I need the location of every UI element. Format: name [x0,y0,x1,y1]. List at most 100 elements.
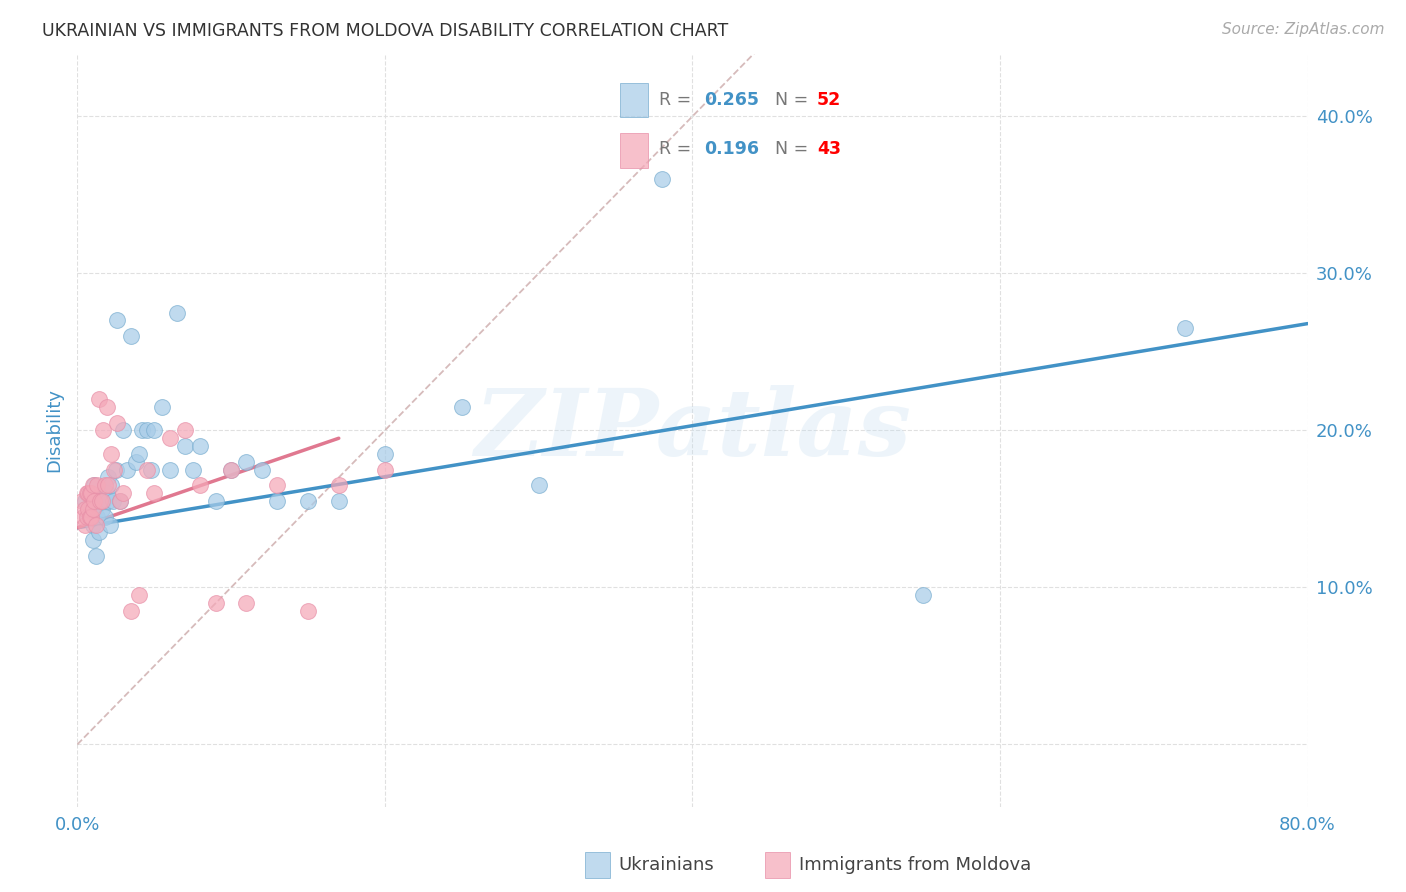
Point [82,502,104,516]
Point [143,486,166,500]
Text: 0.196: 0.196 [704,141,759,159]
Point [103,463,125,477]
Point [174,439,197,453]
Point [90,494,114,508]
Point [651,172,673,186]
Text: R =: R = [659,141,697,159]
Point [86,509,108,524]
Point [77,509,100,524]
Point [219,463,242,477]
Text: Ukrainians: Ukrainians [619,856,714,874]
Point [235,455,257,469]
Point [89,494,111,508]
Point [128,588,150,602]
Point [96,400,118,414]
Point [87,392,110,406]
Point [76,486,98,500]
Point [112,424,135,438]
Point [328,494,350,508]
Point [84,549,107,563]
Point [112,486,135,500]
Text: Immigrants from Moldova: Immigrants from Moldova [799,856,1031,874]
Point [82,478,104,492]
Point [188,478,212,492]
Point [374,447,396,461]
Point [84,517,107,532]
Point [204,494,226,508]
Point [87,525,110,540]
Point [96,486,118,500]
Point [90,502,114,516]
Point [94,509,117,524]
Point [188,439,212,453]
Point [912,588,935,602]
Point [83,494,105,508]
Point [70,494,93,508]
Text: Source: ZipAtlas.com: Source: ZipAtlas.com [1222,22,1385,37]
Point [104,463,127,477]
Point [101,494,124,508]
Point [79,486,101,500]
Text: 52: 52 [817,91,841,109]
Point [297,494,319,508]
Point [94,478,117,492]
Text: 43: 43 [817,141,841,159]
Point [1174,321,1197,335]
Point [250,463,273,477]
Point [110,494,132,508]
Point [77,486,100,500]
Point [72,509,94,524]
Point [80,509,103,524]
Point [143,424,166,438]
Point [93,424,115,438]
Point [105,313,128,327]
Point [297,604,319,618]
Point [100,478,122,492]
Point [159,431,181,445]
Point [97,494,120,508]
Point [80,502,103,516]
Point [97,470,120,484]
Point [97,478,120,492]
Point [79,509,101,524]
Point [73,502,96,516]
Point [450,400,472,414]
Point [266,494,288,508]
Point [328,478,350,492]
Point [166,305,188,319]
Point [125,455,148,469]
Text: ZIPatlas: ZIPatlas [474,385,911,475]
Point [374,463,396,477]
Point [79,486,101,500]
Point [527,478,550,492]
Point [115,463,138,477]
Text: 0.265: 0.265 [704,91,759,109]
Point [266,478,288,492]
Point [219,463,242,477]
Point [105,416,128,430]
Bar [620,83,648,118]
Point [120,329,142,343]
Point [141,463,163,477]
Point [73,494,96,508]
Point [76,509,98,524]
Point [100,447,122,461]
Point [135,463,157,477]
Point [204,596,226,610]
Point [86,478,108,492]
Point [98,517,121,532]
Point [80,486,103,500]
Text: UKRAINIAN VS IMMIGRANTS FROM MOLDOVA DISABILITY CORRELATION CHART: UKRAINIAN VS IMMIGRANTS FROM MOLDOVA DIS… [42,22,728,40]
Point [181,463,204,477]
Point [235,596,257,610]
Text: N =: N = [775,141,814,159]
Point [73,517,96,532]
Y-axis label: Disability: Disability [45,388,63,473]
Point [131,424,153,438]
Bar [620,134,648,168]
Point [82,533,104,548]
Text: N =: N = [775,91,814,109]
Point [174,424,197,438]
Point [77,502,100,516]
Point [93,494,115,508]
